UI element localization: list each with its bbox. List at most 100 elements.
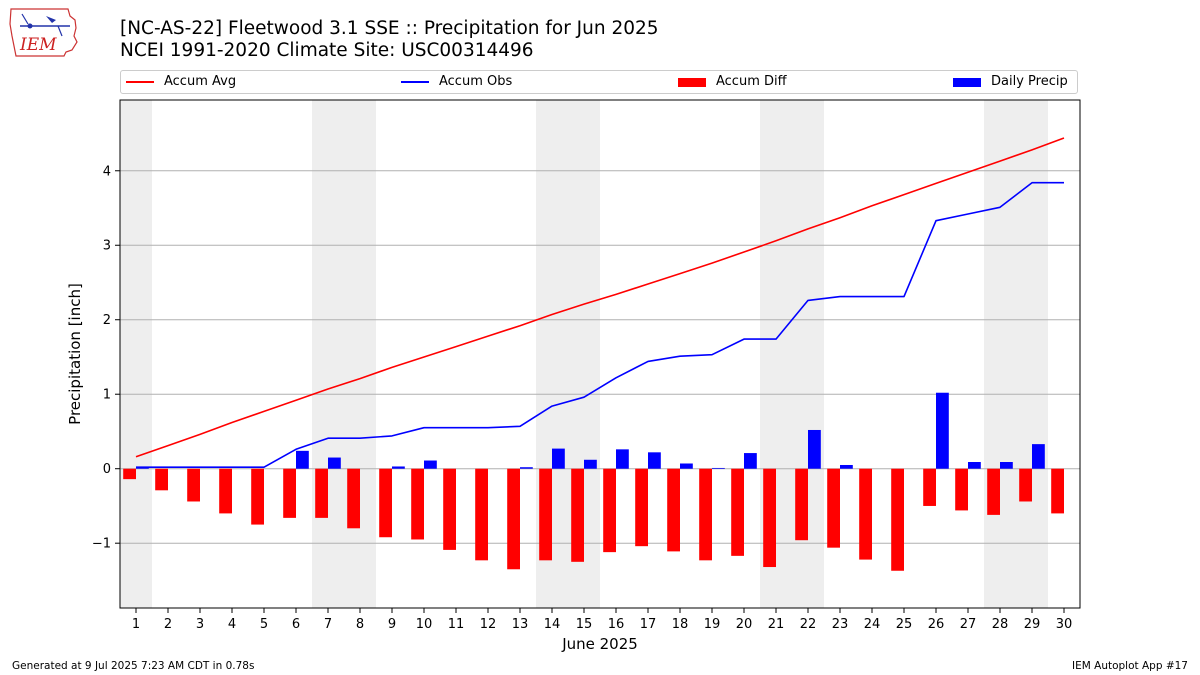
legend-swatch-accum-obs xyxy=(401,81,429,83)
daily-precip-bar xyxy=(1000,462,1013,469)
accum-diff-bar xyxy=(699,468,712,561)
daily-precip-bar xyxy=(520,467,533,469)
accum-diff-bar xyxy=(187,468,200,502)
x-tick-label: 14 xyxy=(544,617,561,632)
accum-diff-bar xyxy=(315,468,328,518)
x-tick-label: 27 xyxy=(960,617,977,632)
legend-swatch-accum-avg xyxy=(126,81,154,83)
x-tick-label: 22 xyxy=(800,617,817,632)
accum-diff-bar xyxy=(923,468,936,506)
y-tick-label: 4 xyxy=(103,164,111,179)
legend-item-daily-precip: Daily Precip xyxy=(953,74,1068,90)
x-tick-label: 26 xyxy=(928,617,945,632)
daily-precip-bar xyxy=(648,452,661,469)
x-tick-label: 4 xyxy=(228,617,236,632)
accum-diff-bar xyxy=(955,468,968,511)
x-axis-label: June 2025 xyxy=(561,635,638,653)
accum-diff-bar xyxy=(1051,468,1064,514)
accum-diff-bar xyxy=(155,468,168,491)
legend-label-accum-diff: Accum Diff xyxy=(716,74,787,89)
y-tick-label: 2 xyxy=(103,313,111,328)
accum-diff-bar xyxy=(635,468,648,547)
accum-diff-bar xyxy=(283,468,296,518)
chart-title-line1: [NC-AS-22] Fleetwood 3.1 SSE :: Precipit… xyxy=(120,18,659,39)
accum-diff-bar xyxy=(443,468,456,550)
legend-item-accum-avg: Accum Avg xyxy=(126,74,236,90)
x-tick-label: 23 xyxy=(832,617,849,632)
x-tick-label: 9 xyxy=(388,617,396,632)
daily-precip-bar xyxy=(1032,444,1045,469)
x-tick-label: 29 xyxy=(1024,617,1041,632)
accum-diff-bar xyxy=(475,468,488,561)
logo-text: IEM xyxy=(19,35,57,55)
daily-precip-bar xyxy=(328,457,341,469)
daily-precip-bar xyxy=(968,462,981,469)
daily-precip-bar xyxy=(552,448,565,469)
x-tick-label: 11 xyxy=(448,617,465,632)
accum-diff-bar xyxy=(603,468,616,553)
accum-diff-bar xyxy=(123,468,136,480)
weekend-shade-day-29 xyxy=(1016,100,1048,608)
x-tick-label: 20 xyxy=(736,617,753,632)
x-tick-label: 1 xyxy=(132,617,140,632)
legend-item-accum-obs: Accum Obs xyxy=(401,74,512,90)
chart-legend: Accum Avg Accum Obs Accum Diff Daily Pre… xyxy=(120,70,1078,94)
legend-label-accum-obs: Accum Obs xyxy=(439,74,513,89)
x-tick-label: 5 xyxy=(260,617,268,632)
x-tick-label: 12 xyxy=(480,617,497,632)
y-tick-label: 0 xyxy=(103,462,111,477)
daily-precip-bar xyxy=(296,450,309,469)
chart-title-line2: NCEI 1991-2020 Climate Site: USC00314496 xyxy=(120,40,534,61)
x-tick-label: 2 xyxy=(164,617,172,632)
daily-precip-bar xyxy=(392,466,405,469)
x-tick-label: 6 xyxy=(292,617,300,632)
iem-logo: IEM xyxy=(8,6,80,58)
x-tick-label: 30 xyxy=(1056,617,1073,632)
daily-precip-bar xyxy=(712,467,725,469)
weekend-shade-day-28 xyxy=(984,100,1016,608)
legend-swatch-accum-diff xyxy=(678,77,706,87)
x-tick-label: 19 xyxy=(704,617,721,632)
y-tick-label: −1 xyxy=(92,537,111,552)
accum-diff-bar xyxy=(539,468,552,561)
accum-diff-bar xyxy=(379,468,392,538)
accum-diff-bar xyxy=(859,468,872,560)
legend-swatch-daily-precip xyxy=(953,77,981,87)
accum-diff-bar xyxy=(827,468,840,548)
footer-app: IEM Autoplot App #17 xyxy=(1072,660,1188,672)
daily-precip-bar xyxy=(424,460,437,469)
daily-precip-bar xyxy=(680,463,693,469)
accum-diff-bar xyxy=(347,468,360,529)
accum-diff-bar xyxy=(667,468,680,552)
x-tick-label: 10 xyxy=(416,617,433,632)
x-tick-label: 15 xyxy=(576,617,593,632)
chart-title: [NC-AS-22] Fleetwood 3.1 SSE :: Precipit… xyxy=(120,18,659,62)
accum-diff-bar xyxy=(571,468,584,562)
daily-precip-bar xyxy=(584,459,597,469)
weekend-shade-day-7 xyxy=(312,100,344,608)
weekend-shade-day-8 xyxy=(344,100,376,608)
accum-diff-bar xyxy=(795,468,808,541)
x-tick-label: 16 xyxy=(608,617,625,632)
legend-label-daily-precip: Daily Precip xyxy=(991,74,1068,89)
x-tick-label: 8 xyxy=(356,617,364,632)
accum-obs-line xyxy=(136,181,1064,469)
daily-precip-bar xyxy=(840,464,853,469)
accum-diff-bar xyxy=(1019,468,1032,502)
y-tick-label: 3 xyxy=(103,239,111,254)
x-tick-label: 24 xyxy=(864,617,881,632)
accum-diff-bar xyxy=(891,468,904,571)
x-tick-label: 17 xyxy=(640,617,657,632)
y-tick-label: 1 xyxy=(103,388,111,403)
footer-generated: Generated at 9 Jul 2025 7:23 AM CDT in 0… xyxy=(12,660,255,672)
accum-diff-bar xyxy=(411,468,424,540)
x-tick-label: 25 xyxy=(896,617,913,632)
y-axis-label: Precipitation [inch] xyxy=(66,283,84,425)
x-tick-label: 18 xyxy=(672,617,689,632)
accum-diff-bar xyxy=(763,468,776,568)
x-tick-label: 28 xyxy=(992,617,1009,632)
x-tick-label: 21 xyxy=(768,617,785,632)
accum-avg-line xyxy=(135,137,1065,458)
legend-item-accum-diff: Accum Diff xyxy=(678,74,787,90)
